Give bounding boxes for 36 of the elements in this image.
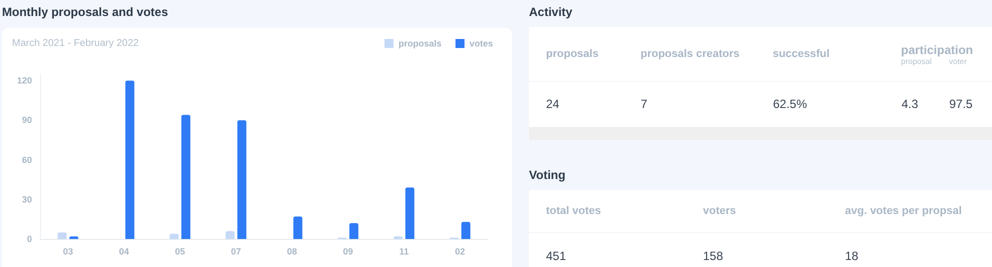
data-label: 451: [546, 249, 568, 263]
chart-title: Monthly proposals and votes: [2, 5, 168, 19]
x-tick-label: 02: [454, 246, 466, 256]
x-tick-label: 05: [174, 246, 186, 256]
category-label: successful: [772, 48, 831, 60]
x-tick-label: 08: [286, 246, 298, 256]
text: 62.5%: [773, 97, 808, 111]
text: 97.5: [949, 97, 973, 111]
x-tick-label: 03: [62, 246, 74, 256]
chart-subtitle: March 2021 - February 2022: [12, 38, 139, 49]
legend-label: proposals: [398, 38, 442, 48]
text: 24: [546, 97, 560, 111]
y-tick-label: 30: [22, 194, 32, 204]
category-label: voter: [949, 56, 968, 66]
x-tick-label: 07: [230, 246, 242, 256]
x-tick-label: 11: [399, 246, 409, 256]
category-label: proposals creators: [640, 48, 741, 60]
category-label: proposal: [901, 56, 933, 66]
text: 4.3: [901, 97, 918, 111]
x-tick-label: 09: [342, 246, 354, 256]
text: Activity: [529, 5, 572, 19]
y-tick-label: 60: [22, 154, 32, 165]
category-label: proposals: [546, 48, 600, 60]
legend-label: votes: [469, 38, 494, 48]
y-tick-label: 90: [22, 115, 32, 126]
text: Voting: [529, 168, 566, 182]
text: 7: [640, 97, 648, 111]
text: participation: [901, 42, 974, 56]
y-tick-label: 0: [26, 234, 32, 244]
category-label: voters: [703, 205, 738, 217]
data-label: 158: [703, 249, 724, 263]
y-tick-label: 120: [16, 76, 32, 86]
category-label: total votes: [546, 205, 602, 217]
x-tick-label: 04: [118, 246, 130, 256]
category-label: avg. votes per propsal: [845, 205, 963, 217]
data-label: 18: [845, 249, 860, 263]
